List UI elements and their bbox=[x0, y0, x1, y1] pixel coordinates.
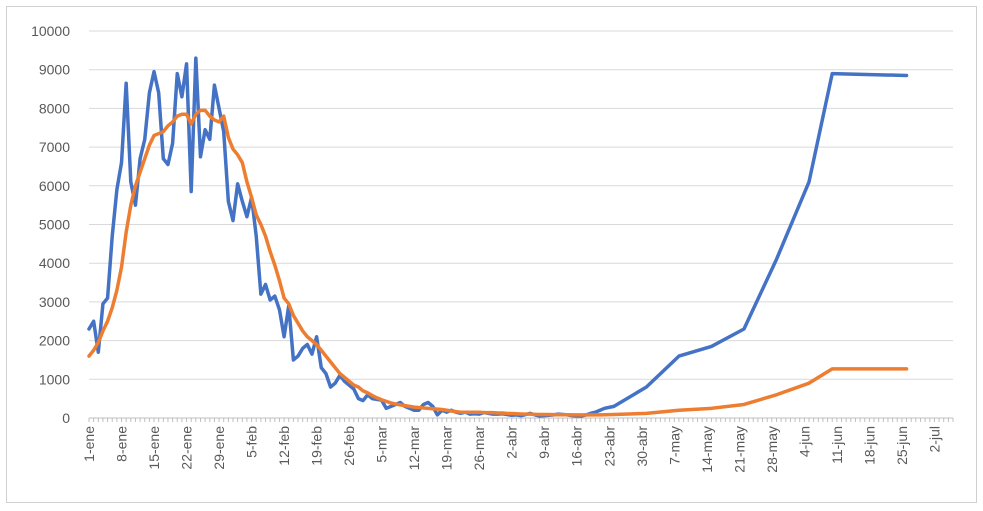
x-tick-label: 26-mar bbox=[471, 426, 487, 471]
x-tick-label: 2-abr bbox=[504, 426, 520, 459]
x-tick-label: 2-jul bbox=[926, 426, 942, 452]
x-tick-label: 9-abr bbox=[536, 426, 552, 459]
y-tick-label: 1000 bbox=[39, 371, 70, 387]
y-tick-label: 5000 bbox=[39, 217, 70, 233]
x-tick-label: 16-abr bbox=[569, 426, 585, 467]
gridlines bbox=[89, 30, 953, 380]
y-tick-label: 10000 bbox=[31, 23, 70, 39]
x-tick-label: 23-abr bbox=[601, 426, 617, 467]
y-tick-label: 3000 bbox=[39, 294, 70, 310]
x-tick-label: 22-ene bbox=[179, 426, 195, 470]
x-tick-label: 28-may bbox=[764, 426, 780, 473]
x-tick-label: 19-mar bbox=[439, 426, 455, 471]
x-tick-label: 5-mar bbox=[374, 426, 390, 463]
y-axis-tick-labels: 0 1000 2000 3000 4000 5000 6000 7000 8000 9000 100… bbox=[31, 23, 70, 426]
x-tick-label: 25-jun bbox=[894, 426, 910, 465]
x-tick-label: 29-ene bbox=[211, 426, 227, 470]
x-tick-label: 1-ene bbox=[81, 426, 97, 462]
x-tick-label: 5-feb bbox=[244, 426, 260, 458]
series-lines bbox=[87, 56, 909, 418]
y-tick-label: 0 bbox=[62, 410, 70, 426]
x-tick-label: 19-feb bbox=[309, 426, 325, 466]
y-tick-label: 7000 bbox=[39, 139, 70, 155]
x-axis-ticks bbox=[88, 418, 954, 422]
x-tick-label: 12-mar bbox=[406, 426, 422, 471]
x-tick-label: 11-jun bbox=[829, 426, 845, 464]
y-tick-label: 4000 bbox=[39, 255, 70, 271]
x-tick-label: 21-may bbox=[731, 426, 747, 473]
x-tick-label: 30-abr bbox=[634, 426, 650, 467]
x-axis-tick-labels: 1-ene 8-ene 15-ene 22-ene 29-ene 5-feb 12-feb 1… bbox=[81, 426, 942, 473]
x-tick-label: 26-feb bbox=[341, 426, 357, 466]
x-tick-label: 7-may bbox=[666, 426, 682, 465]
x-tick-label: 12-feb bbox=[276, 426, 292, 466]
y-tick-label: 8000 bbox=[39, 100, 70, 116]
series-line-2 bbox=[87, 108, 909, 417]
y-tick-label: 9000 bbox=[39, 62, 70, 78]
x-tick-label: 14-may bbox=[699, 426, 715, 473]
y-tick-label: 6000 bbox=[39, 178, 70, 194]
x-tick-label: 18-jun bbox=[861, 426, 877, 465]
series-line-1 bbox=[87, 56, 909, 418]
x-tick-label: 15-ene bbox=[146, 426, 162, 470]
x-tick-label: 4-jun bbox=[796, 426, 812, 457]
y-tick-label: 2000 bbox=[39, 333, 70, 349]
x-tick-label: 8-ene bbox=[114, 426, 130, 462]
